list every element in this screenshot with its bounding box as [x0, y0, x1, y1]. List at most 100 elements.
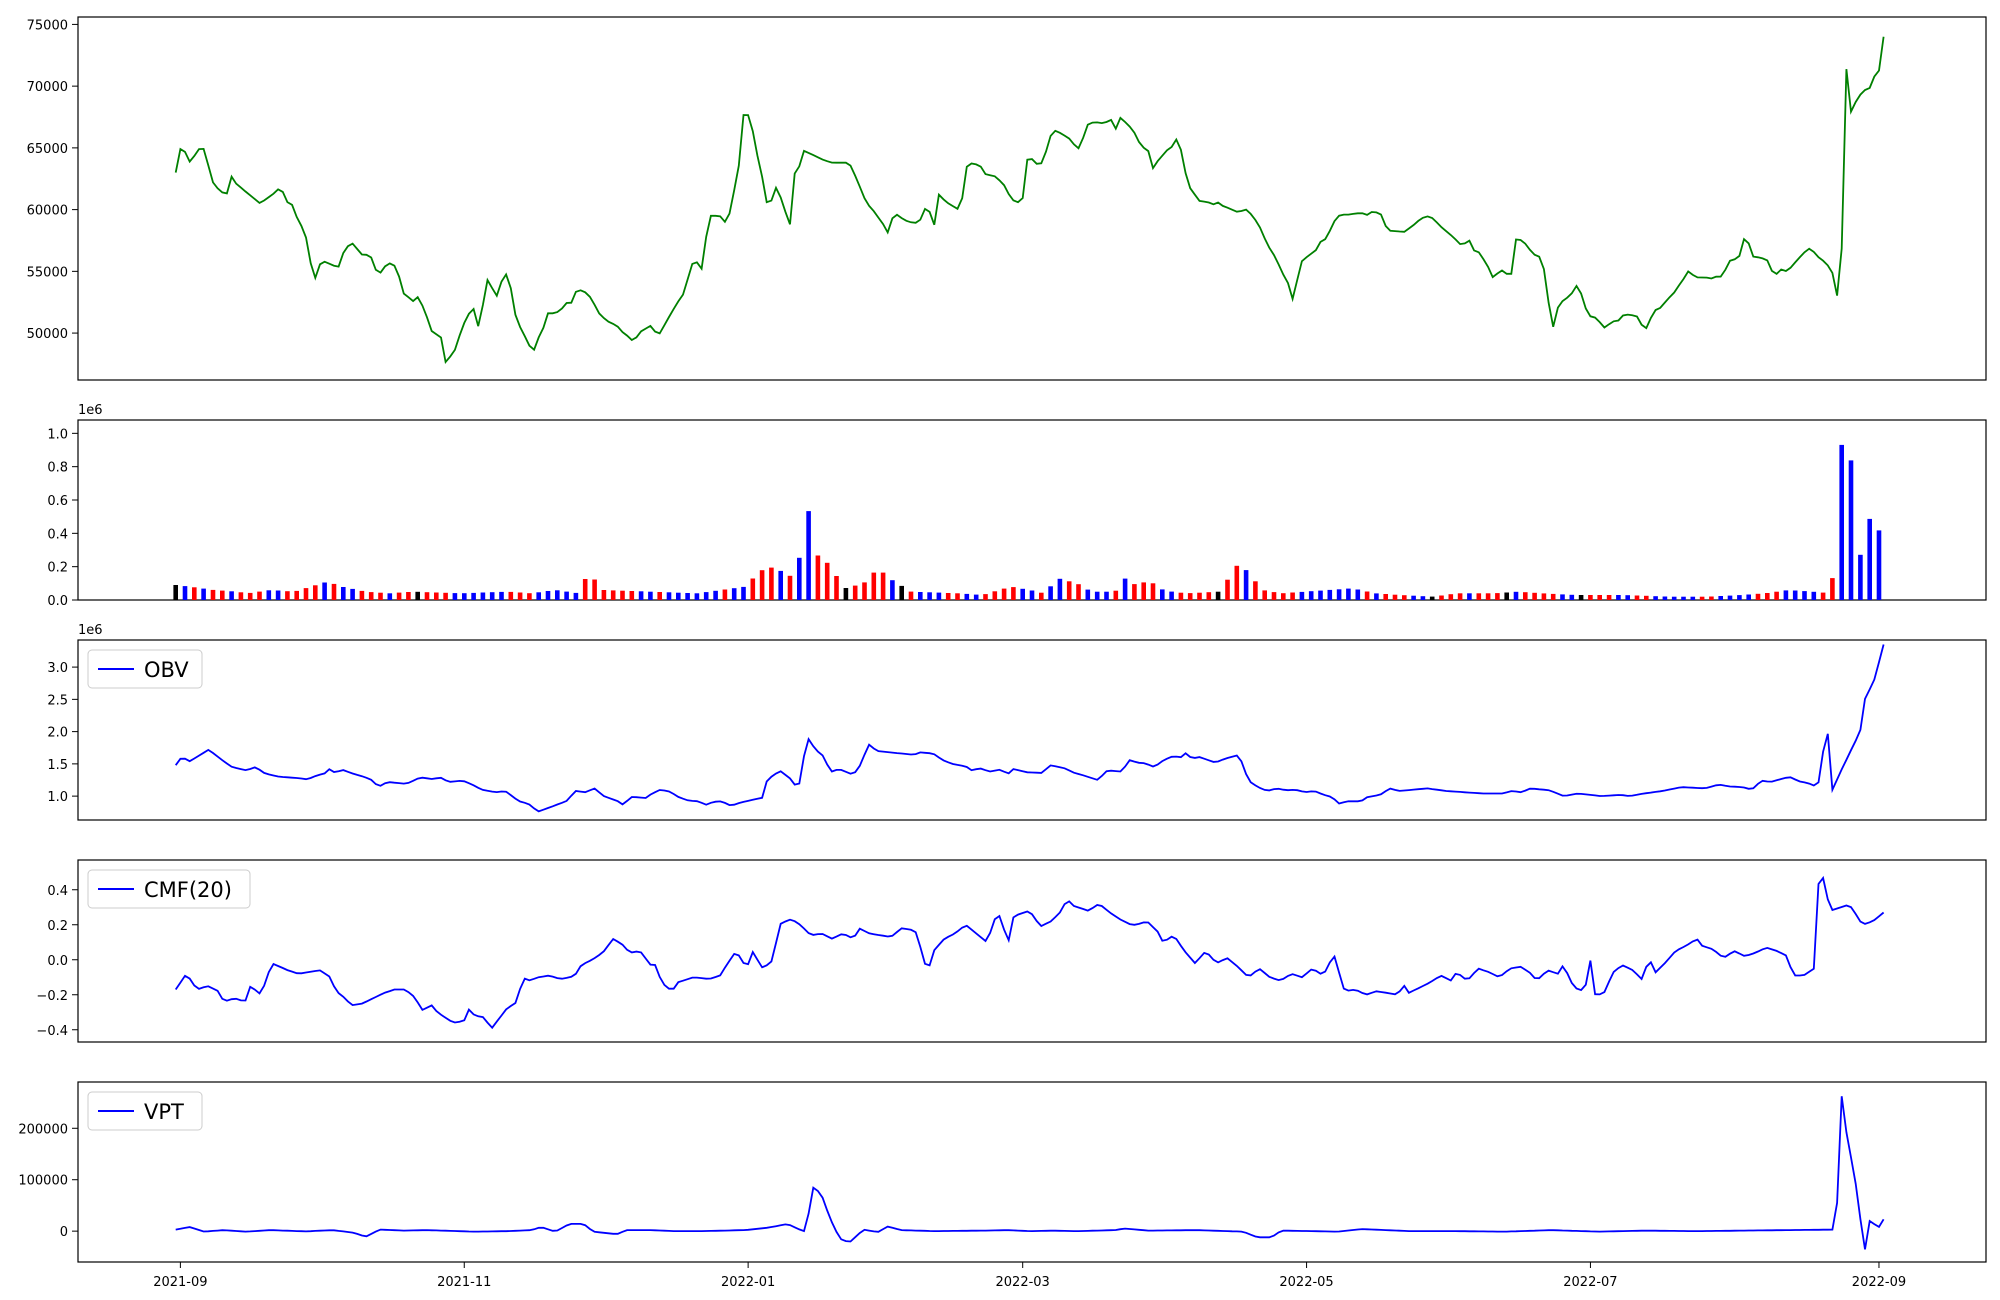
volume-bar: [192, 587, 197, 600]
volume-bar: [676, 592, 681, 600]
volume-bar: [648, 591, 653, 600]
volume-bar: [313, 585, 318, 600]
volume-bar: [508, 591, 514, 600]
volume-bar: [1048, 586, 1053, 600]
cmf-plot-frame: [77, 859, 1987, 1043]
volume-bar: [1848, 460, 1854, 600]
volume-bar: [1718, 596, 1723, 600]
volume-bar: [1411, 595, 1416, 600]
volume-bar: [1513, 591, 1519, 600]
volume-bar: [1262, 590, 1267, 600]
volume-bar: [415, 591, 420, 600]
volume-bar: [350, 588, 355, 600]
volume-bar: [769, 567, 774, 600]
cmf-legend: [87, 869, 251, 909]
cmf-y-tick-label: 0.0: [47, 954, 68, 969]
volume-bar: [890, 580, 895, 600]
volume-bar: [1485, 593, 1491, 600]
volume-bar: [1327, 589, 1333, 600]
volume-bar: [1299, 591, 1305, 600]
volume-bar: [1811, 591, 1817, 600]
volume-bar: [1644, 595, 1649, 600]
volume-bar: [1076, 584, 1081, 600]
volume-bar: [1671, 596, 1677, 600]
volume-bar: [1243, 570, 1249, 600]
price-y-tick-label: 65000: [27, 142, 68, 157]
volume-bar: [620, 590, 625, 600]
volume-bar: [899, 585, 904, 600]
volume-y-offset-label: 1e6: [78, 403, 103, 418]
volume-bar: [359, 590, 365, 600]
volume-bar: [1150, 583, 1156, 600]
volume-bar: [629, 591, 635, 600]
volume-bar: [1187, 593, 1193, 600]
volume-bar: [880, 572, 886, 600]
cmf-series-line: [174, 875, 1885, 1030]
volume-bar: [201, 588, 206, 600]
x-tick-label: 2022-07: [1563, 1275, 1617, 1290]
volume-bar: [536, 592, 541, 600]
volume-bar: [1448, 594, 1454, 600]
volume-bar: [1597, 595, 1602, 600]
volume-bar: [1160, 589, 1165, 600]
volume-bar: [555, 590, 560, 600]
volume-bar: [638, 591, 644, 600]
volume-bar: [1132, 584, 1137, 600]
volume-bar: [1383, 594, 1388, 600]
cmf-y-tick-label: −0.4: [36, 1024, 68, 1039]
price-plot-frame: [77, 16, 1987, 381]
volume-bar: [1439, 595, 1444, 600]
x-tick-label: 2022-01: [721, 1275, 775, 1290]
volume-bar: [331, 583, 337, 600]
volume-bar: [1104, 591, 1109, 600]
volume-bar: [927, 592, 932, 600]
volume-bar: [750, 578, 756, 600]
volume-y-tick-label: 1.0: [47, 427, 68, 442]
obv-y-tick-label: 3.0: [47, 661, 68, 676]
volume-bar: [582, 579, 588, 600]
volume-bar: [731, 588, 737, 600]
volume-bar: [1783, 590, 1789, 600]
volume-bar: [1774, 591, 1779, 600]
volume-bar: [703, 592, 709, 600]
volume-bar: [452, 593, 458, 600]
volume-bar: [1178, 592, 1184, 600]
volume-bar: [564, 591, 569, 600]
volume-bar: [1039, 592, 1044, 600]
volume-bar: [1541, 593, 1547, 600]
volume-bar: [1020, 588, 1025, 600]
volume-bar: [657, 592, 662, 600]
volume-bar: [1495, 593, 1500, 600]
volume-bar: [1625, 595, 1630, 600]
volume-bar: [685, 593, 690, 600]
volume-bar: [341, 587, 346, 600]
volume-bar: [1839, 444, 1844, 600]
volume-bar: [1253, 581, 1258, 600]
price-series-line: [174, 36, 1885, 365]
volume-bar: [406, 592, 411, 600]
volume-bar: [759, 570, 765, 600]
volume-bar: [1308, 591, 1314, 600]
price-y-tick-label: 70000: [27, 80, 68, 95]
volume-bar: [936, 592, 942, 600]
volume-bar: [983, 594, 988, 600]
volume-bar: [1169, 591, 1174, 600]
volume-bar: [1746, 594, 1751, 600]
price-y-tick-label: 60000: [27, 204, 68, 219]
volume-bar: [1504, 592, 1509, 600]
volume-bar: [1792, 590, 1798, 600]
volume-bar: [1755, 593, 1761, 600]
volume-bar: [1029, 590, 1035, 600]
volume-y-tick-label: 0.8: [47, 461, 68, 476]
volume-y-tick-label: 0.4: [47, 527, 68, 542]
cmf-legend-label: CMF(20): [144, 878, 232, 902]
vpt-legend: [87, 1091, 203, 1131]
volume-bar: [489, 592, 495, 600]
volume-bar: [992, 591, 998, 600]
volume-bar: [871, 572, 877, 600]
volume-bar: [918, 592, 923, 600]
volume-bar: [843, 588, 849, 600]
volume-bar: [1830, 578, 1835, 600]
volume-bar: [1457, 593, 1463, 600]
volume-bar: [434, 592, 439, 600]
